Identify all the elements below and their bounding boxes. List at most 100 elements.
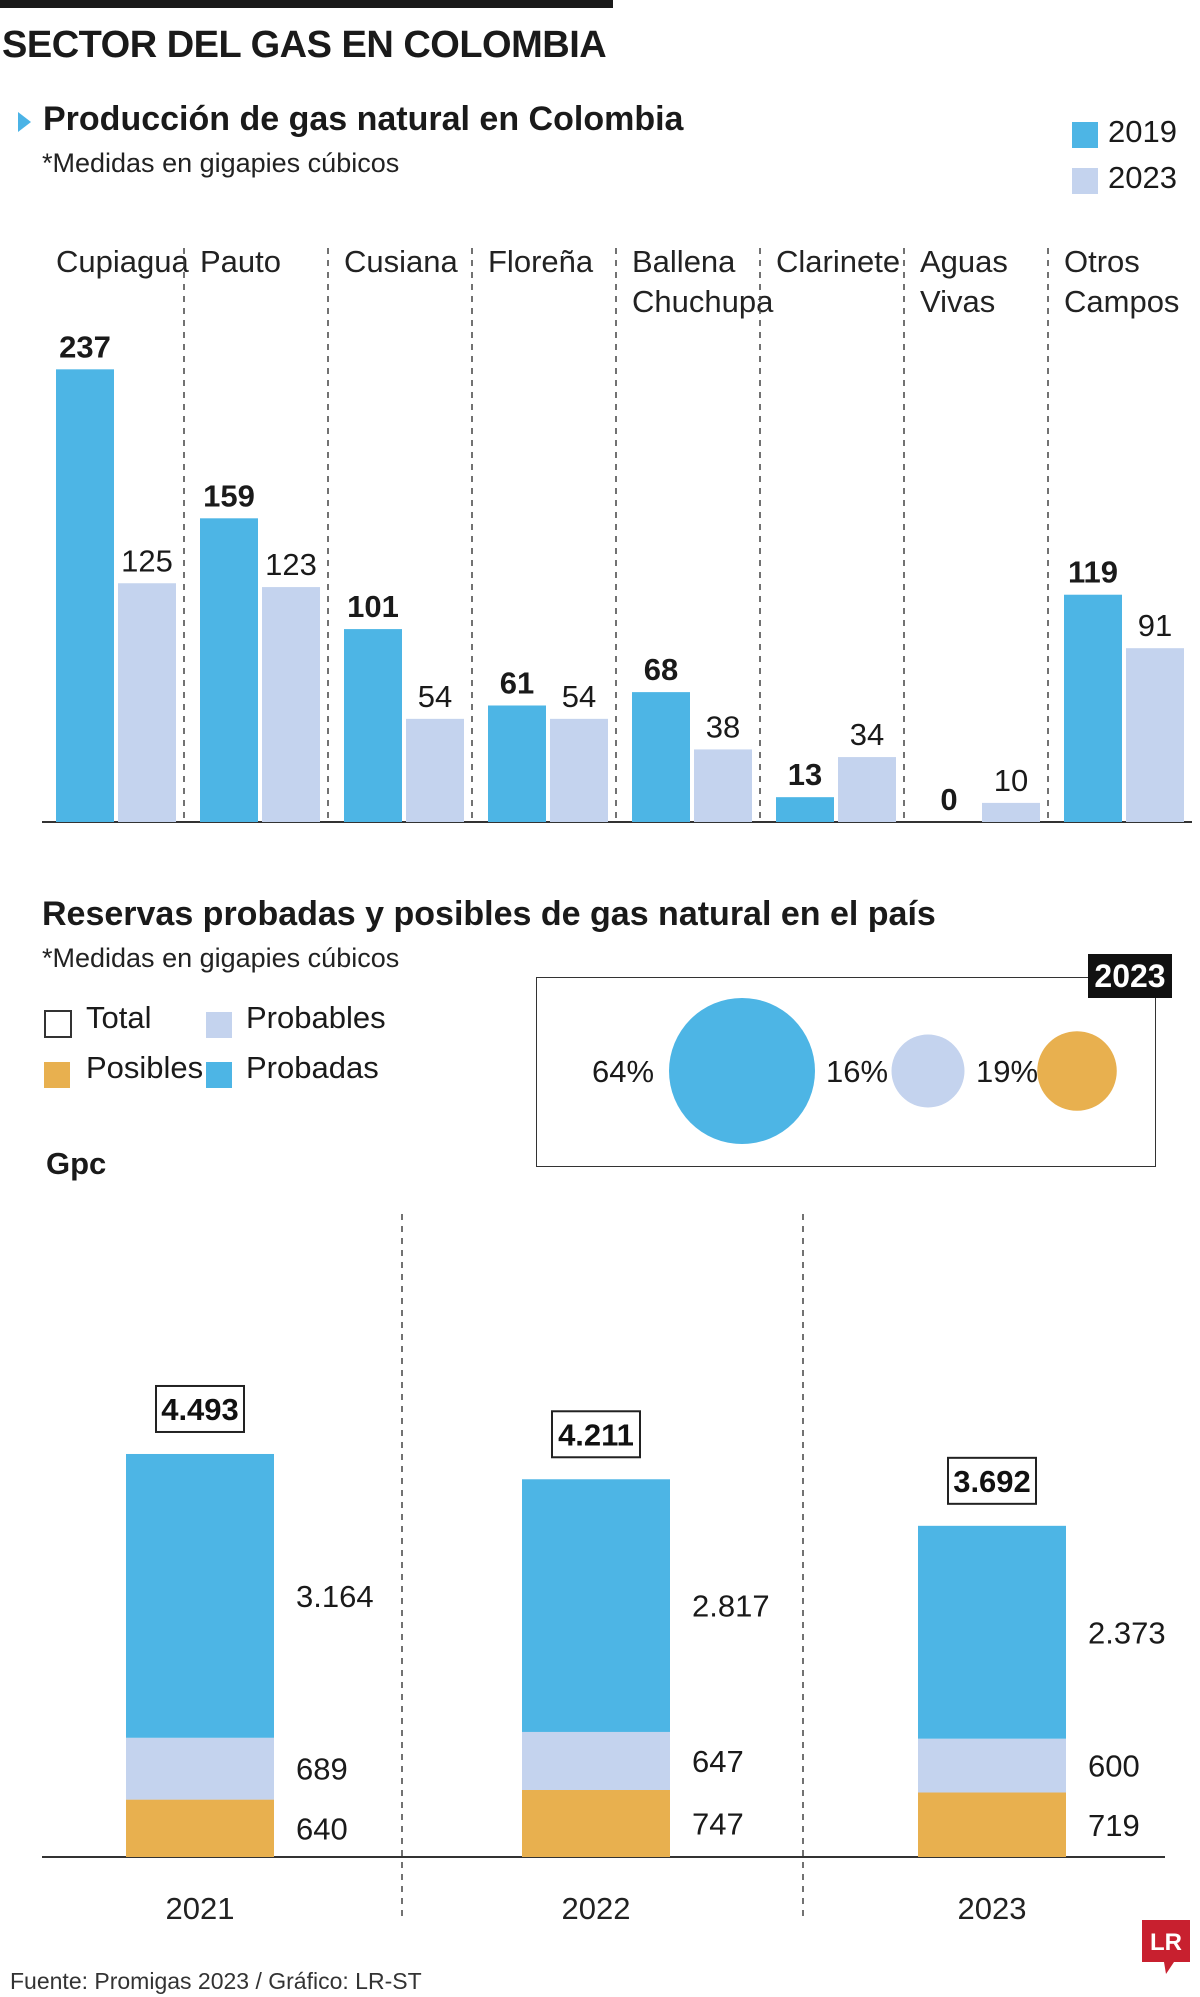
bar-segment-posibles — [918, 1792, 1066, 1857]
bar-segment-probadas — [126, 1453, 274, 1738]
bar-value-2019: 101 — [347, 589, 399, 624]
bar-value-2023: 34 — [850, 717, 884, 752]
bar-2019 — [200, 518, 258, 822]
total-box — [551, 1410, 641, 1459]
share-bubble — [669, 998, 815, 1144]
bar-2023 — [694, 749, 752, 822]
total-value: 4.211 — [558, 1417, 634, 1452]
bar-value-2019: 119 — [1068, 555, 1118, 590]
bar-value-2019: 237 — [59, 329, 111, 364]
source-note: Fuente: Promigas 2023 / Gráfico: LR-ST — [10, 1968, 422, 1994]
bar-value-2023: 10 — [994, 763, 1028, 798]
share-bubbles: 64% 16% 19% — [592, 998, 1117, 1144]
bar-2019 — [488, 705, 546, 822]
segment-value: 3.164 — [296, 1579, 374, 1614]
category-label: Chuchupa — [632, 284, 774, 319]
share-bubble — [891, 1034, 965, 1108]
segment-value: 2.817 — [692, 1589, 770, 1624]
bar-value-2023: 91 — [1138, 608, 1172, 643]
bar-2019 — [56, 369, 114, 822]
top-rule — [0, 0, 613, 8]
legend-label-posibles: Posibles — [86, 1050, 204, 1085]
category-label: Aguas — [920, 244, 1008, 279]
production-title: Producción de gas natural en Colombia — [43, 100, 684, 138]
category-label: Floreña — [488, 244, 594, 279]
share-label: 16% — [826, 1054, 888, 1089]
bar-2019 — [776, 797, 834, 822]
share-bubble — [1037, 1031, 1117, 1111]
bar-segment-probadas — [522, 1479, 670, 1732]
year-label: 2023 — [958, 1891, 1027, 1920]
bar-2023 — [982, 802, 1040, 822]
bar-segment-probables — [126, 1737, 274, 1800]
year-label: 2021 — [166, 1891, 235, 1920]
legend-label-2023: 2023 — [1108, 160, 1177, 195]
category-label: Cusiana — [344, 244, 458, 279]
bar-value-2019: 13 — [788, 757, 822, 792]
bar-segment-posibles — [126, 1799, 274, 1857]
reserves-legend: Total Probables Posibles Probadas — [44, 1000, 386, 1100]
production-subtitle: *Medidas en gigapies cúbicos — [42, 148, 400, 178]
total-box — [155, 1384, 245, 1433]
bar-value-2023: 54 — [562, 679, 596, 714]
bar-value-2023: 125 — [121, 543, 173, 578]
reserves-subtitle: *Medidas en gigapies cúbicos — [42, 943, 400, 973]
bar-2019 — [632, 692, 690, 822]
share-label: 64% — [592, 1054, 654, 1089]
legend-swatch-probables — [206, 1012, 232, 1038]
segment-value: 647 — [692, 1744, 744, 1779]
bar-segment-probables — [918, 1738, 1066, 1793]
bar-2023 — [1126, 648, 1184, 822]
logo-text: LR — [1150, 1929, 1182, 1956]
share-label: 19% — [976, 1054, 1038, 1089]
year-label: 2022 — [562, 1891, 631, 1920]
bar-segment-posibles — [522, 1789, 670, 1857]
segment-value: 640 — [296, 1811, 348, 1846]
category-label: Vivas — [920, 284, 995, 319]
category-label: Clarinete — [776, 244, 900, 279]
bar-2019 — [1064, 594, 1122, 822]
share-year-badge: 2023 — [1088, 954, 1172, 998]
bar-value-2023: 54 — [418, 679, 452, 714]
legend-swatch-probadas — [206, 1062, 232, 1088]
segment-value: 2.373 — [1088, 1615, 1166, 1650]
bar-segment-probadas — [918, 1525, 1066, 1739]
segment-value: 747 — [692, 1806, 744, 1841]
bar-segment-probables — [522, 1731, 670, 1790]
bar-2023 — [838, 757, 896, 822]
category-label: Cupiagua — [56, 244, 189, 279]
category-label: Pauto — [200, 244, 281, 279]
legend-label-2019: 2019 — [1108, 114, 1177, 149]
bar-2023 — [262, 587, 320, 822]
total-value: 3.692 — [953, 1464, 1031, 1499]
bar-value-2019: 68 — [644, 652, 678, 687]
total-box — [947, 1456, 1037, 1505]
total-value: 4.493 — [161, 1392, 239, 1427]
legend-label-total: Total — [86, 1000, 152, 1035]
legend-label-probables: Probables — [246, 1000, 386, 1035]
bar-value-2019: 0 — [940, 782, 957, 817]
legend-swatch-total — [44, 1010, 72, 1038]
page-title: SECTOR DEL GAS EN COLOMBIA — [2, 24, 607, 66]
bar-value-2019: 61 — [500, 665, 534, 700]
segment-value: 600 — [1088, 1749, 1140, 1784]
reserves-title: Reservas probadas y posibles de gas natu… — [42, 895, 936, 933]
segment-value: 719 — [1088, 1808, 1140, 1843]
section-marker-icon — [18, 112, 31, 132]
category-label: Ballena — [632, 244, 736, 279]
legend-swatch-2019 — [1072, 122, 1098, 148]
legend-label-probadas: Probadas — [246, 1050, 379, 1085]
legend-swatch-posibles — [44, 1062, 70, 1088]
reserves-chart: 640 689 3.164 4.493 2021 747 647 2.817 4.211 2022… — [42, 1214, 1166, 1920]
lr-logo-icon: LR — [1142, 1920, 1190, 1974]
category-label: Campos — [1064, 284, 1179, 319]
legend-swatch-2023 — [1072, 168, 1098, 194]
production-chart: Cupiagua 237 125 Pauto 159 123 Cusiana 101 54 Flo… — [42, 244, 1192, 823]
bar-value-2019: 159 — [203, 478, 255, 513]
bar-value-2023: 123 — [265, 547, 317, 582]
bar-2023 — [118, 583, 176, 822]
bar-2023 — [406, 718, 464, 822]
unit-label: Gpc — [46, 1146, 107, 1181]
category-label: Otros — [1064, 244, 1140, 279]
bar-2019 — [344, 629, 402, 822]
